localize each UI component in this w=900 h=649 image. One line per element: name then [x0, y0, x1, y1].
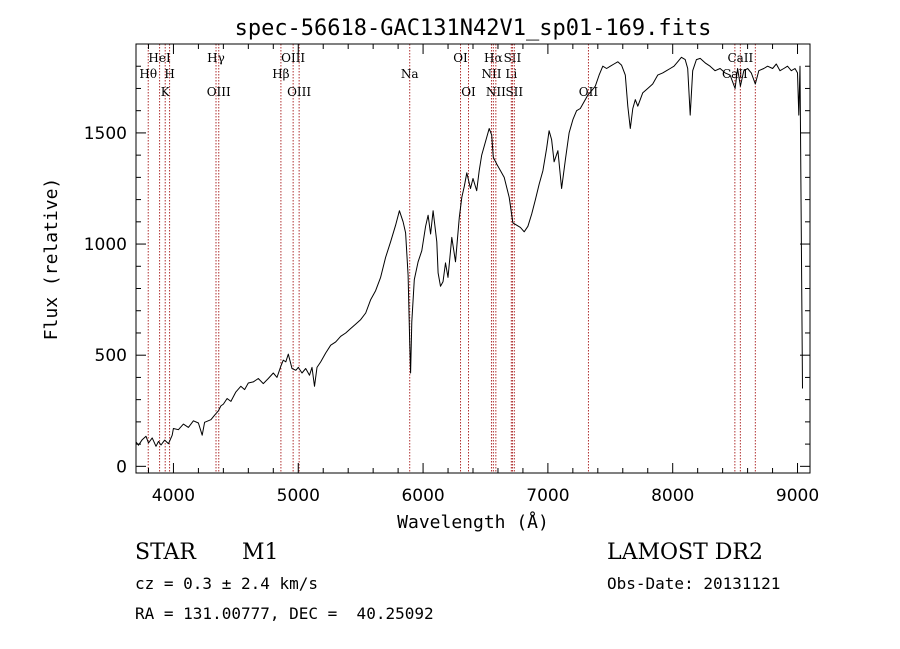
- redshift-text: cz = 0.3 ± 2.4 km/s: [135, 574, 319, 593]
- spectral-line-label: OI: [461, 85, 476, 99]
- y-tick-label: 1500: [84, 124, 127, 144]
- spectral-line-label: CaII: [727, 51, 753, 65]
- x-tick-label: 7000: [526, 486, 569, 506]
- x-tick-label: 8000: [651, 486, 694, 506]
- spectral-line-label: K: [161, 85, 171, 99]
- spectral-line-label: Na: [401, 67, 419, 81]
- chart-title: spec-56618-GAC131N42V1_sp01-169.fits: [235, 16, 712, 41]
- subclass: M1: [242, 540, 279, 565]
- x-tick-label: 5000: [277, 486, 320, 506]
- y-tick-label: 0: [116, 457, 127, 477]
- obs-date-text: Obs-Date: 20131121: [607, 574, 781, 593]
- coords-text: RA = 131.00777, DEC = 40.25092: [135, 604, 434, 623]
- spectral-line-label: Hθ: [139, 67, 157, 81]
- x-tick-label: 4000: [152, 486, 195, 506]
- spectral-line-label: Li: [505, 67, 517, 81]
- spectral-line-label: HeI: [148, 51, 171, 65]
- spectral-line-label: OI: [453, 51, 468, 65]
- spectral-line-label: Hβ: [272, 67, 289, 81]
- spectral-line-label: CaII: [722, 67, 748, 81]
- spectral-line-label: H: [164, 67, 174, 81]
- spectral-line-label: NII: [481, 67, 501, 81]
- spectral-line-label: OII: [579, 85, 599, 99]
- object-class: STAR: [135, 540, 196, 565]
- x-tick-label: 9000: [776, 486, 819, 506]
- spectral-line-label: OIII: [287, 85, 311, 99]
- y-axis-label: Flux (relative): [41, 178, 62, 341]
- spectral-line-label: OIII: [281, 51, 305, 65]
- spectral-line-label: Hα: [484, 51, 503, 65]
- plot-area: Hθ HeI KH Hγ OIII Hβ OIII OIII Na OI OI NII Hα NII Li S…: [84, 43, 819, 506]
- x-axis-label: Wavelength (Å): [397, 511, 549, 533]
- y-tick-label: 500: [95, 346, 127, 366]
- plot-frame: [135, 43, 811, 474]
- spectral-line-label: SII: [504, 51, 522, 65]
- spectral-line-label: Hγ: [207, 51, 225, 65]
- spectral-line-label: OIII: [207, 85, 231, 99]
- spectral-line-label: NII: [486, 85, 506, 99]
- spectral-line-label: SII: [505, 85, 523, 99]
- survey-name: LAMOST DR2: [607, 540, 763, 565]
- y-tick-label: 1000: [84, 235, 127, 255]
- x-tick-label: 6000: [401, 486, 444, 506]
- spectrum-line: [135, 56, 803, 447]
